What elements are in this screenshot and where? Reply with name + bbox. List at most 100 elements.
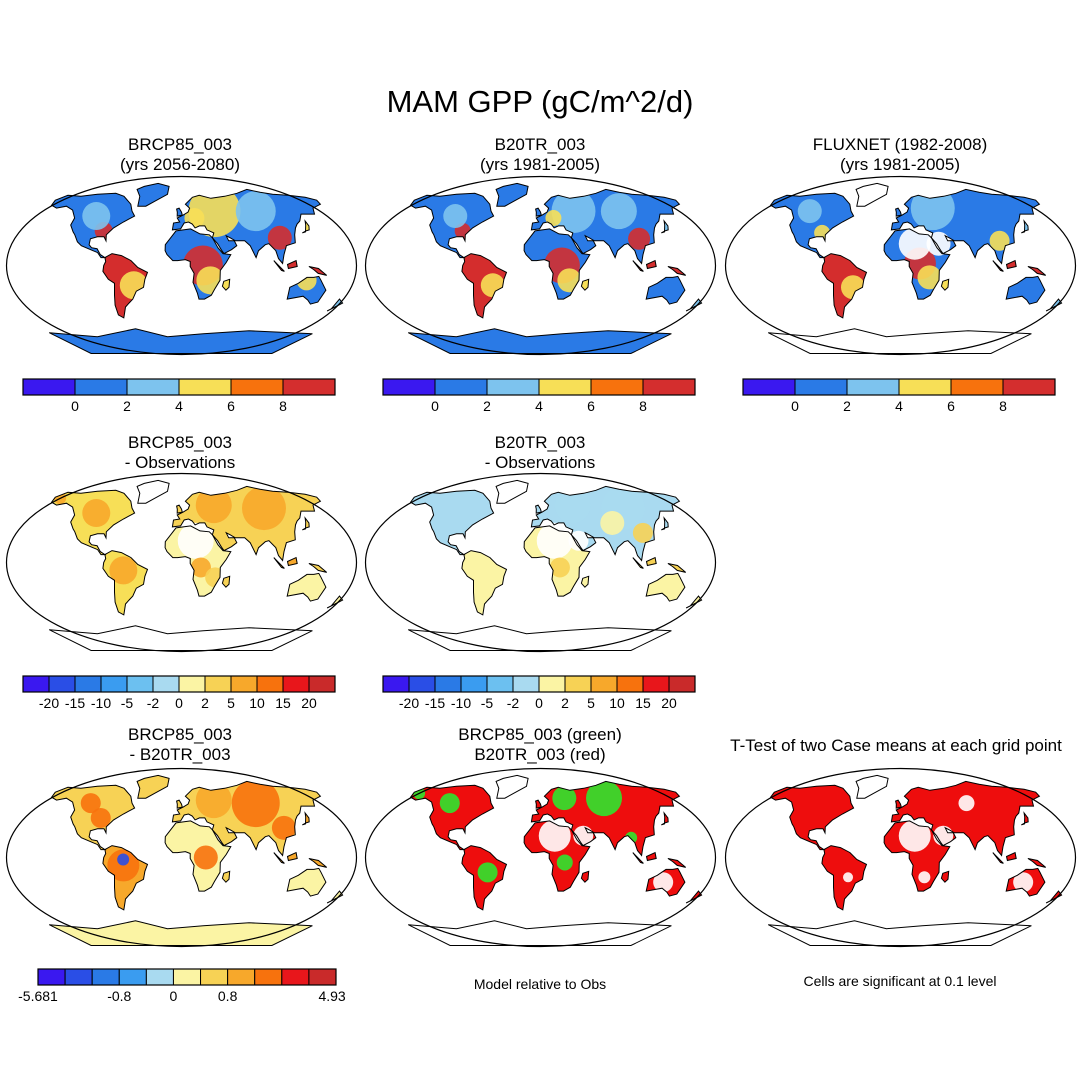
colorbar-tick-label: 0 <box>175 695 183 711</box>
map-field <box>408 480 702 651</box>
colorbar-swatch <box>308 675 336 693</box>
coastline-australia <box>286 867 327 897</box>
coastline-namerica <box>409 489 495 556</box>
coastline-greenland <box>495 182 529 207</box>
colorbar-swatch <box>230 378 284 396</box>
colorbar-swatch <box>512 675 540 693</box>
coastline-nz <box>1045 298 1063 312</box>
coastline-africa <box>164 820 232 892</box>
landmass-uk <box>895 208 902 217</box>
colorbar-swatch <box>1002 378 1056 396</box>
field-region <box>439 793 460 814</box>
colorbar-swatch <box>642 378 696 396</box>
coastline-madagascar <box>580 575 590 588</box>
landmass-madagascar <box>581 279 589 291</box>
coastline-indonesia2 <box>286 851 298 862</box>
colorbar-swatch <box>590 675 618 693</box>
coastline-newguinea <box>308 858 328 868</box>
colorbar-swatch <box>460 675 488 693</box>
landmass-indonesia2 <box>646 557 657 566</box>
field-region <box>82 202 111 231</box>
colorbar-tick-label: 0 <box>170 988 178 1004</box>
coastline-samerica <box>821 253 868 319</box>
coastline-madagascar <box>580 278 590 291</box>
coastline-newguinea <box>667 563 687 573</box>
colorbar-tick-label: 0 <box>535 695 543 711</box>
colorbar-swatch <box>91 968 120 986</box>
landmass-greenland <box>856 775 889 799</box>
landmass-newguinea <box>667 266 686 276</box>
coastline-japan <box>302 219 310 234</box>
coastline-indonesia2 <box>645 259 657 270</box>
coastline-uk <box>535 504 542 514</box>
field-region <box>193 845 218 870</box>
panel-title-line2: (yrs 1981-2005) <box>839 155 960 174</box>
colorbar-swatch <box>282 378 336 396</box>
field-region <box>898 819 931 852</box>
landmass-greenland <box>137 480 170 504</box>
coastline-eurasia <box>171 188 322 265</box>
panel-title-line1: BRCP85_003 (green) <box>458 725 622 744</box>
coastline-indonesia1 <box>273 260 285 272</box>
colorbar-tick-label: 2 <box>561 695 569 711</box>
colorbar-swatch <box>282 675 310 693</box>
colorbar-tick-label: -10 <box>91 695 111 711</box>
coastline-nz <box>1045 890 1063 904</box>
coastline-samerica <box>102 550 149 616</box>
map-frame <box>364 767 717 948</box>
field-region <box>190 557 211 578</box>
colorbar-r1c2: 0 2 4 6 8 <box>382 378 696 414</box>
panel-title-line1: B20TR_003 <box>494 433 586 452</box>
colorbar-swatch <box>846 378 900 396</box>
landmass-indonesia2 <box>1006 260 1017 269</box>
coastline-australia <box>645 572 686 602</box>
coastline-indonesia2 <box>645 556 657 567</box>
colorbar-swatch <box>308 968 337 986</box>
landmass-greenland <box>496 775 529 799</box>
coastline-namerica <box>769 192 855 259</box>
field-region <box>235 191 276 232</box>
coastline-nz <box>326 298 344 312</box>
colorbar-frame <box>22 378 336 396</box>
colorbar-swatch <box>64 968 93 986</box>
map-r3c2 <box>364 767 717 948</box>
colorbar-tick-label: 4.933 <box>318 988 346 1004</box>
colorbar-tick-label: 6 <box>587 398 595 414</box>
colorbar-swatch <box>742 378 796 396</box>
landmass-newguinea <box>308 266 327 276</box>
landmass-indonesia2 <box>287 852 298 861</box>
coastline-indonesia1 <box>632 260 644 272</box>
coastline-indonesia2 <box>286 556 298 567</box>
field-region <box>628 227 651 250</box>
coastline-australia <box>286 275 327 305</box>
colorbar-tick-label: 15 <box>275 695 291 711</box>
colorbar-swatch <box>152 675 180 693</box>
field-region <box>910 186 955 231</box>
colorbar-tick-label: 4 <box>895 398 903 414</box>
colorbar-tick-label: 10 <box>609 695 625 711</box>
panel-title-r3c3: T-Test of two Case means at each grid po… <box>712 736 1080 756</box>
map-field <box>49 480 343 651</box>
field-region <box>90 807 111 828</box>
field-region <box>586 780 623 817</box>
coastline-africa <box>523 228 591 300</box>
colorbar-tick-label: 8 <box>279 398 287 414</box>
coastline-uk <box>535 207 542 217</box>
coastline-nz <box>326 890 344 904</box>
coastline-nz <box>685 298 703 312</box>
coastline-madagascar <box>580 870 590 883</box>
colorbar-tick-label: -15 <box>65 695 85 711</box>
panel-title-line2: - Observations <box>124 453 236 472</box>
coastline-samerica <box>102 845 149 911</box>
coastline-indonesia2 <box>645 851 657 862</box>
coastline-samerica <box>461 253 508 319</box>
colorbar-swatch <box>794 378 848 396</box>
panel-title-r1c3: FLUXNET (1982-2008) (yrs 1981-2005) <box>750 135 1050 175</box>
colorbar-swatch <box>74 675 102 693</box>
landmass-madagascar <box>941 279 949 291</box>
map-field <box>49 775 343 946</box>
coastline-newguinea <box>308 563 328 573</box>
panel-title-line1: BRCP85_003 <box>128 433 232 452</box>
coastline-greenland <box>136 182 170 207</box>
coastline-australia <box>1005 275 1046 305</box>
